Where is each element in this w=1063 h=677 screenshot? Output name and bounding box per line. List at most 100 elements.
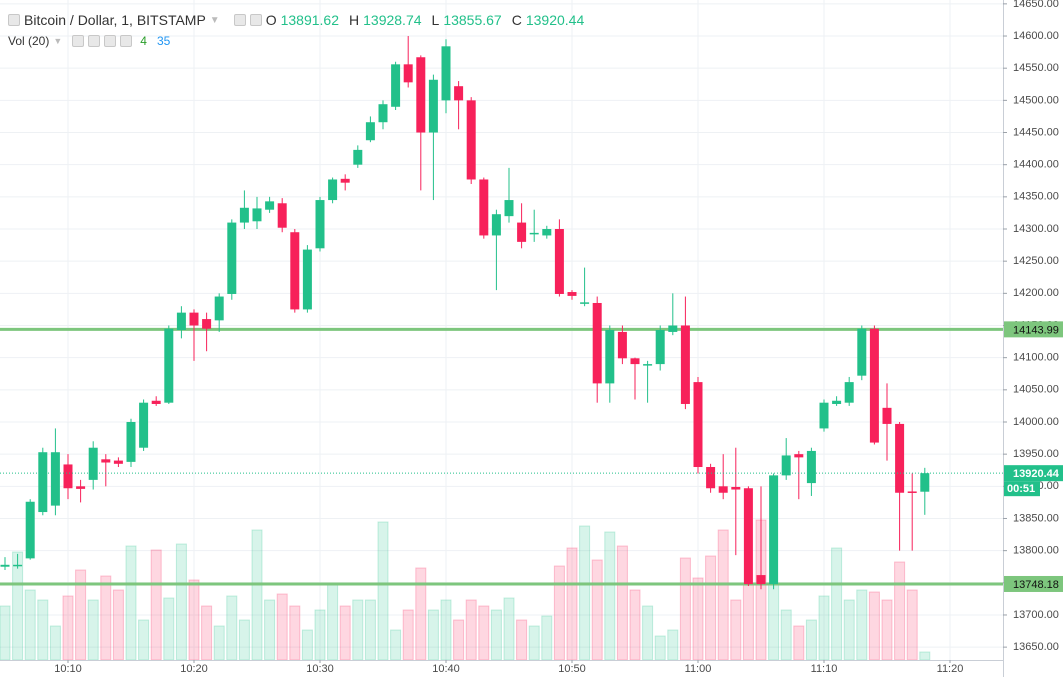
candle-body <box>88 447 98 480</box>
y-tick-label: 14450.00 <box>1013 126 1059 138</box>
volume-bar <box>226 595 238 661</box>
candle-body <box>328 179 338 201</box>
volume-bar <box>705 555 717 661</box>
hide-icon[interactable] <box>249 14 262 26</box>
volume-bar <box>868 591 880 661</box>
volume-bar <box>541 615 553 661</box>
add-icon[interactable] <box>104 35 117 47</box>
x-tick-label: 10:40 <box>432 663 460 675</box>
volume-bar <box>301 629 313 661</box>
volume-bar <box>692 577 704 661</box>
candle-body <box>882 407 892 424</box>
ohlc-value: 13891.62 <box>280 12 339 28</box>
volume-bar <box>87 599 99 661</box>
y-tick-label: 14350.00 <box>1013 191 1059 203</box>
volume-bar <box>516 619 528 661</box>
candle-body <box>428 79 438 133</box>
x-tick-label: 10:30 <box>306 663 334 675</box>
x-tick-label: 11:10 <box>811 663 838 675</box>
dropdown-arrow[interactable]: ▼ <box>209 14 220 26</box>
y-tick-label: 13800.00 <box>1013 545 1059 557</box>
volume-header: Vol (20) ▼ 4 35 <box>8 34 170 48</box>
candle-body <box>365 122 375 141</box>
volume-bar <box>818 595 830 661</box>
candle-body <box>265 201 275 210</box>
hline-label: 13748.18 <box>1013 579 1059 591</box>
volume-bar <box>906 589 918 661</box>
volume-bar <box>478 605 490 661</box>
y-tick-label: 14650.00 <box>1013 0 1059 10</box>
candle-body <box>643 364 653 366</box>
volume-bar <box>679 557 691 661</box>
ohlc-value: 13920.44 <box>525 12 585 28</box>
y-tick-label: 14500.00 <box>1013 94 1059 106</box>
last-price-label: 13920.44 <box>1013 468 1060 480</box>
last-price-label-bg <box>1004 465 1063 482</box>
y-tick-label: 14200.00 <box>1013 287 1059 299</box>
candle-body <box>567 292 577 296</box>
volume-bar <box>264 599 276 661</box>
volume-bar <box>352 599 364 661</box>
volume-bar <box>591 559 603 661</box>
y-tick-label: 13700.00 <box>1013 609 1059 621</box>
candle-body <box>920 473 930 492</box>
candle-body <box>391 64 401 107</box>
candle-body <box>668 325 678 332</box>
candle-body <box>227 222 237 294</box>
volume-bar <box>805 619 817 661</box>
candle-body <box>13 564 23 567</box>
candle-body <box>907 491 917 493</box>
close-icon[interactable] <box>120 35 133 47</box>
volume-bar <box>793 625 805 661</box>
volume-bar <box>667 629 679 661</box>
candle-body <box>38 452 48 513</box>
candle-body <box>756 575 766 585</box>
candle-body <box>214 296 224 321</box>
volume-bar <box>24 589 36 661</box>
volume-bar <box>238 619 250 661</box>
candle-body <box>529 232 539 235</box>
candle-body <box>857 328 867 376</box>
volume-bar <box>163 597 175 661</box>
volume-bar <box>717 529 729 661</box>
volume-bar <box>629 589 641 661</box>
candle-body <box>50 452 60 506</box>
x-tick-label: 10:50 <box>558 663 586 675</box>
volume-ma-value: 35 <box>156 34 171 48</box>
collapse-icon[interactable] <box>8 14 20 26</box>
volume-bar <box>188 579 200 661</box>
volume-bar <box>175 543 187 661</box>
candle-body <box>592 302 602 384</box>
candle-body <box>0 564 10 567</box>
candle-body <box>832 400 842 404</box>
hline-label-bg <box>1004 575 1063 592</box>
candle-body <box>126 421 136 462</box>
volume-bar <box>579 525 591 661</box>
candle-body <box>731 486 741 490</box>
settings-icon[interactable] <box>233 14 246 26</box>
x-tick-label: 10:10 <box>54 663 82 675</box>
volume-bar <box>642 605 654 661</box>
candle-body <box>718 486 728 493</box>
volume-bar <box>377 521 389 661</box>
candle-body <box>151 400 161 404</box>
ohlc-value: 13855.67 <box>443 12 502 28</box>
y-tick-label: 14300.00 <box>1013 223 1059 235</box>
volume-bar <box>339 605 351 661</box>
ohlc-label: O <box>265 12 277 28</box>
candle-body <box>454 86 464 101</box>
volume-bar <box>390 629 402 661</box>
candle-body <box>806 450 816 484</box>
volume-title: Vol (20) <box>8 34 50 48</box>
dropdown-arrow[interactable]: ▼ <box>53 36 63 46</box>
price-axis-bg <box>1003 0 1063 677</box>
hide-icon[interactable] <box>88 35 101 47</box>
volume-bar <box>528 625 540 661</box>
candle-body <box>164 328 174 403</box>
y-tick-label: 14100.00 <box>1013 352 1059 364</box>
volume-bar <box>553 565 565 661</box>
candle-body <box>76 486 86 489</box>
settings-icon[interactable] <box>72 35 85 47</box>
volume-bar <box>138 619 150 661</box>
